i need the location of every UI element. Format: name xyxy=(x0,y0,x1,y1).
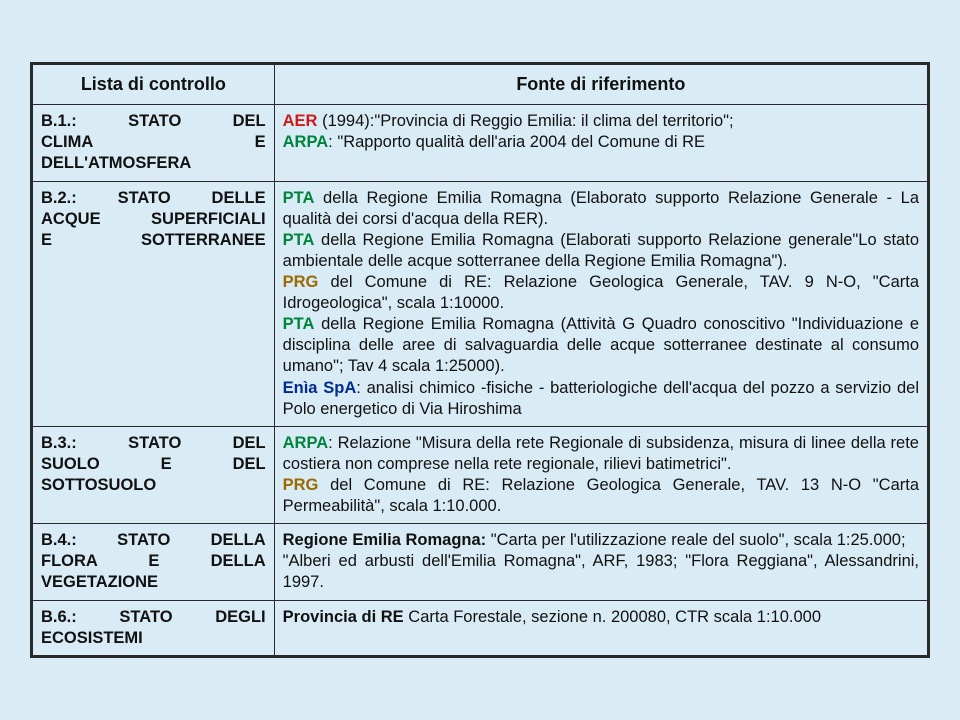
control-list-cell: B.4.: STATO DELLAFLORA E DELLAVEGETAZION… xyxy=(33,524,275,600)
reference-cell: AER (1994):"Provincia di Reggio Emilia: … xyxy=(274,105,927,181)
table-row: B.4.: STATO DELLAFLORA E DELLAVEGETAZION… xyxy=(33,524,928,600)
reference-text: "Alberi ed arbusti dell'Emilia Romagna",… xyxy=(283,552,919,591)
reference-cell: PTA della Regione Emilia Romagna (Elabor… xyxy=(274,181,927,426)
control-list-line: ACQUE SUPERFICIALI xyxy=(41,209,266,230)
reference-text: : "Rapporto qualità dell'aria 2004 del C… xyxy=(328,133,705,151)
reference-cell: Regione Emilia Romagna: "Carta per l'uti… xyxy=(274,524,927,600)
control-list-cell: B.1.: STATO DELCLIMA EDELL'ATMOSFERA xyxy=(33,105,275,181)
table-row: B.2.: STATO DELLEACQUE SUPERFICIALIE SOT… xyxy=(33,181,928,426)
source-label: ARPA xyxy=(283,434,329,452)
control-list-line: DELL'ATMOSFERA xyxy=(41,153,266,174)
control-list-line: B.4.: STATO DELLA xyxy=(41,530,266,551)
header-right: Fonte di riferimento xyxy=(274,65,927,105)
source-label: PTA xyxy=(283,189,315,207)
source-label: PTA xyxy=(283,315,315,333)
reference-cell: Provincia di RE Carta Forestale, sezione… xyxy=(274,600,927,655)
source-label: Provincia di RE xyxy=(283,608,404,626)
reference-text: : analisi chimico -fisiche - batteriolog… xyxy=(283,379,919,418)
control-list-line: B.3.: STATO DEL xyxy=(41,433,266,454)
table-row: B.3.: STATO DELSUOLO E DELSOTTOSUOLOARPA… xyxy=(33,426,928,523)
source-label: Enìa SpA xyxy=(283,379,357,397)
control-list-line: ECOSISTEMI xyxy=(41,628,266,649)
control-list-line: SUOLO E DEL xyxy=(41,454,266,475)
control-list-line: FLORA E DELLA xyxy=(41,551,266,572)
reference-cell: ARPA: Relazione "Misura della rete Regio… xyxy=(274,426,927,523)
source-label: PRG xyxy=(283,476,319,494)
source-label: PTA xyxy=(283,231,315,249)
reference-text: del Comune di RE: Relazione Geologica Ge… xyxy=(283,476,919,515)
header-left: Lista di controllo xyxy=(33,65,275,105)
reference-text: del Comune di RE: Relazione Geologica Ge… xyxy=(283,273,919,312)
control-list-line: B.2.: STATO DELLE xyxy=(41,188,266,209)
reference-text: della Regione Emilia Romagna (Attività G… xyxy=(283,315,919,375)
reference-text: : Relazione "Misura della rete Regionale… xyxy=(283,434,919,473)
control-list-line: VEGETAZIONE xyxy=(41,572,266,593)
table: Lista di controllo Fonte di riferimento … xyxy=(32,64,928,656)
reference-text: della Regione Emilia Romagna (Elaborato … xyxy=(283,189,919,228)
reference-text: "Carta per l'utilizzazione reale del suo… xyxy=(486,531,905,549)
source-label: ARPA xyxy=(283,133,329,151)
control-list-line: E SOTTERRANEE xyxy=(41,230,266,251)
control-list-line: B.1.: STATO DEL xyxy=(41,111,266,132)
reference-text: della Regione Emilia Romagna (Elaborati … xyxy=(283,231,919,270)
source-label: Regione Emilia Romagna: xyxy=(283,531,487,549)
control-list-cell: B.2.: STATO DELLEACQUE SUPERFICIALIE SOT… xyxy=(33,181,275,426)
control-list-cell: B.6.: STATO DEGLIECOSISTEMI xyxy=(33,600,275,655)
reference-text: Carta Forestale, sezione n. 200080, CTR … xyxy=(404,608,821,626)
control-list-line: B.6.: STATO DEGLI xyxy=(41,607,266,628)
source-label: AER xyxy=(283,112,318,130)
table-row: B.6.: STATO DEGLIECOSISTEMIProvincia di … xyxy=(33,600,928,655)
control-list-line: SOTTOSUOLO xyxy=(41,475,266,496)
source-label: PRG xyxy=(283,273,319,291)
control-list-line: CLIMA E xyxy=(41,132,266,153)
reference-table: Lista di controllo Fonte di riferimento … xyxy=(30,62,930,658)
reference-text: (1994):"Provincia di Reggio Emilia: il c… xyxy=(317,112,733,130)
control-list-cell: B.3.: STATO DELSUOLO E DELSOTTOSUOLO xyxy=(33,426,275,523)
table-row: B.1.: STATO DELCLIMA EDELL'ATMOSFERAAER … xyxy=(33,105,928,181)
